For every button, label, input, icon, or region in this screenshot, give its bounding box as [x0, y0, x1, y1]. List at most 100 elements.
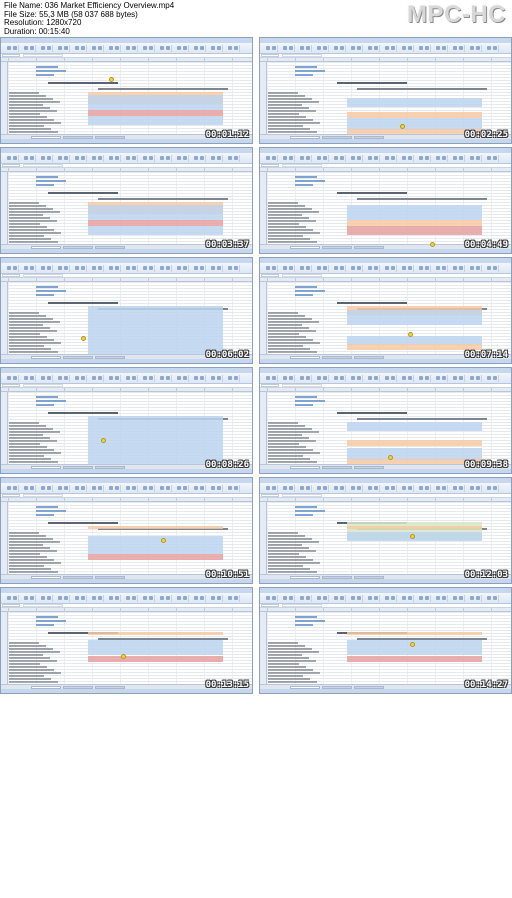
ribbon-group [56, 45, 70, 52]
row-label [9, 253, 62, 254]
ribbon-button-icon [436, 156, 440, 160]
ribbon-button-icon [459, 266, 463, 270]
row-headers [260, 282, 267, 354]
column-divider [491, 278, 492, 282]
column-divider [491, 58, 492, 62]
ribbon-button-icon [323, 46, 327, 50]
ribbon-group [39, 485, 53, 492]
ribbon-group [192, 265, 206, 272]
sheet-tab [322, 466, 352, 469]
column-divider [267, 608, 268, 612]
row-label [9, 321, 60, 323]
highlighted-cells [347, 640, 482, 655]
column-divider [176, 58, 177, 62]
sheet-tab [63, 466, 93, 469]
ribbon-group [298, 45, 312, 52]
excel-ribbon [260, 153, 511, 164]
column-divider [204, 388, 205, 392]
row-label [9, 327, 50, 329]
row-label [9, 648, 53, 650]
spreadsheet-cells [8, 282, 252, 363]
sheet-tab [290, 136, 320, 139]
ribbon-group [22, 595, 36, 602]
ribbon-button-icon [306, 156, 310, 160]
row-label [268, 568, 310, 570]
row-label [268, 235, 303, 237]
column-divider [64, 388, 65, 392]
ribbon-button-icon [306, 376, 310, 380]
ribbon-button-icon [7, 46, 11, 50]
row-label [268, 318, 312, 320]
file-name: File Name: 036 Market Efficiency Overvie… [4, 1, 175, 10]
ribbon-button-icon [493, 46, 497, 50]
row-label [9, 131, 58, 133]
ribbon-button-icon [92, 156, 96, 160]
ribbon-button-icon [289, 266, 293, 270]
formula-input [282, 274, 322, 277]
ribbon-button-icon [7, 486, 11, 490]
name-box [2, 164, 20, 167]
column-divider [295, 278, 296, 282]
ribbon-group [124, 485, 138, 492]
column-divider [148, 168, 149, 172]
ribbon-button-icon [92, 46, 96, 50]
row-label [9, 345, 44, 347]
ribbon-group [349, 485, 363, 492]
formula-bar [260, 274, 511, 278]
ribbon-button-icon [419, 596, 423, 600]
ribbon-group [281, 155, 295, 162]
column-headers [260, 608, 511, 612]
row-label [268, 232, 320, 234]
ribbon-button-icon [289, 376, 293, 380]
ribbon-group [264, 375, 278, 382]
window-controls [497, 39, 509, 52]
ribbon-button-icon [217, 156, 221, 160]
ribbon-group [434, 45, 448, 52]
formula-input [23, 494, 63, 497]
ribbon-group [90, 265, 104, 272]
highlighted-cells [347, 526, 482, 529]
ribbon-button-icon [228, 376, 232, 380]
ribbon-button-icon [132, 156, 136, 160]
ribbon-button-icon [351, 596, 355, 600]
sheet-tab [63, 246, 93, 249]
ribbon-button-icon [476, 266, 480, 270]
ribbon-button-icon [166, 486, 170, 490]
column-divider [36, 168, 37, 172]
row-label [268, 95, 305, 97]
row-headers [1, 282, 8, 354]
company-logo [36, 616, 76, 628]
row-label [268, 583, 321, 584]
row-label [268, 538, 312, 540]
ribbon-button-icon [272, 486, 276, 490]
ribbon-group [400, 595, 414, 602]
mouse-cursor-icon [81, 336, 86, 341]
ribbon-group [73, 265, 87, 272]
row-label [268, 327, 309, 329]
row-label [268, 541, 319, 543]
row-label [268, 428, 312, 430]
status-bar [260, 469, 511, 473]
ribbon-group [468, 265, 482, 272]
ribbon-button-icon [30, 266, 34, 270]
ribbon-button-icon [306, 596, 310, 600]
mouse-cursor-icon [400, 124, 405, 129]
ribbon-button-icon [143, 46, 147, 50]
ribbon-button-icon [283, 46, 287, 50]
row-label [9, 678, 51, 680]
sheet-tab [290, 686, 320, 689]
window-controls [497, 589, 509, 602]
ribbon-group [400, 265, 414, 272]
company-logo [295, 66, 335, 78]
ribbon-button-icon [217, 376, 221, 380]
ribbon-button-icon [306, 486, 310, 490]
ribbon-button-icon [75, 376, 79, 380]
row-label [9, 693, 62, 694]
ribbon-button-icon [81, 266, 85, 270]
row-label [268, 693, 321, 694]
resolution: Resolution: 1280x720 [4, 18, 82, 28]
ribbon-group [107, 155, 121, 162]
column-divider [36, 278, 37, 282]
status-bar [260, 579, 511, 583]
column-divider [92, 168, 93, 172]
